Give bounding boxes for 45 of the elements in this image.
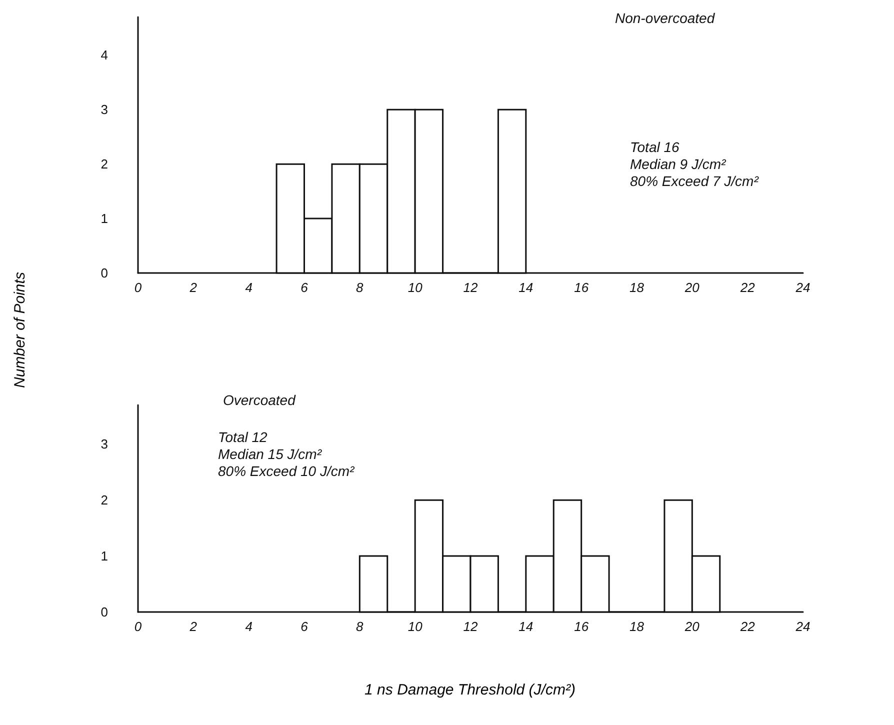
y-tick-label: 0 <box>100 604 108 620</box>
x-tick-label: 20 <box>684 619 700 634</box>
x-tick-label: 22 <box>739 280 756 295</box>
y-tick-label: 3 <box>100 436 108 452</box>
x-tick-label: 14 <box>518 280 534 295</box>
y-tick-label: 3 <box>100 102 108 118</box>
x-tick-label: 18 <box>630 280 645 295</box>
y-tick-label: 4 <box>100 48 108 63</box>
annotation: Median 15 J/cm² <box>218 446 323 462</box>
x-tick-label: 6 <box>300 619 309 634</box>
x-tick-label: 20 <box>684 280 700 295</box>
x-tick-label: 12 <box>463 619 478 634</box>
y-tick-label: 2 <box>100 156 108 172</box>
annotation: Total 12 <box>218 429 268 445</box>
x-tick-label: 6 <box>300 280 309 295</box>
chart-title: Overcoated <box>223 392 297 408</box>
x-tick-label: 4 <box>245 619 252 634</box>
x-tick-label: 24 <box>794 619 810 634</box>
x-tick-label: 10 <box>408 619 424 634</box>
y-axis-title: Number of Points <box>12 272 28 388</box>
chart-title: Non-overcoated <box>615 10 716 26</box>
annotation: 80% Exceed 7 J/cm² <box>630 173 760 189</box>
x-tick-label: 0 <box>134 619 142 634</box>
annotation: Total 16 <box>630 139 680 155</box>
y-tick-label: 1 <box>100 211 108 226</box>
x-tick-label: 24 <box>794 280 810 295</box>
y-tick-label: 2 <box>100 492 108 508</box>
y-tick-label: 0 <box>100 266 108 280</box>
x-tick-label: 4 <box>245 280 252 295</box>
x-tick-label: 18 <box>630 619 645 634</box>
x-tick-label: 16 <box>574 280 590 295</box>
x-tick-label: 8 <box>356 619 364 634</box>
x-tick-label: 2 <box>188 280 198 295</box>
y-tick-label: 1 <box>100 548 108 564</box>
x-tick-label: 12 <box>463 280 478 295</box>
x-tick-label: 14 <box>518 619 534 634</box>
x-tick-label: 16 <box>574 619 590 634</box>
x-tick-label: 10 <box>408 280 424 295</box>
x-axis-title: 1 ns Damage Threshold (J/cm²) <box>364 682 576 698</box>
x-tick-label: 0 <box>134 280 142 295</box>
x-tick-label: 2 <box>188 619 198 634</box>
x-tick-label: 8 <box>356 280 364 295</box>
annotation: 80% Exceed 10 J/cm² <box>218 463 356 479</box>
annotation: Median 9 J/cm² <box>630 156 728 172</box>
x-tick-label: 22 <box>739 619 756 634</box>
